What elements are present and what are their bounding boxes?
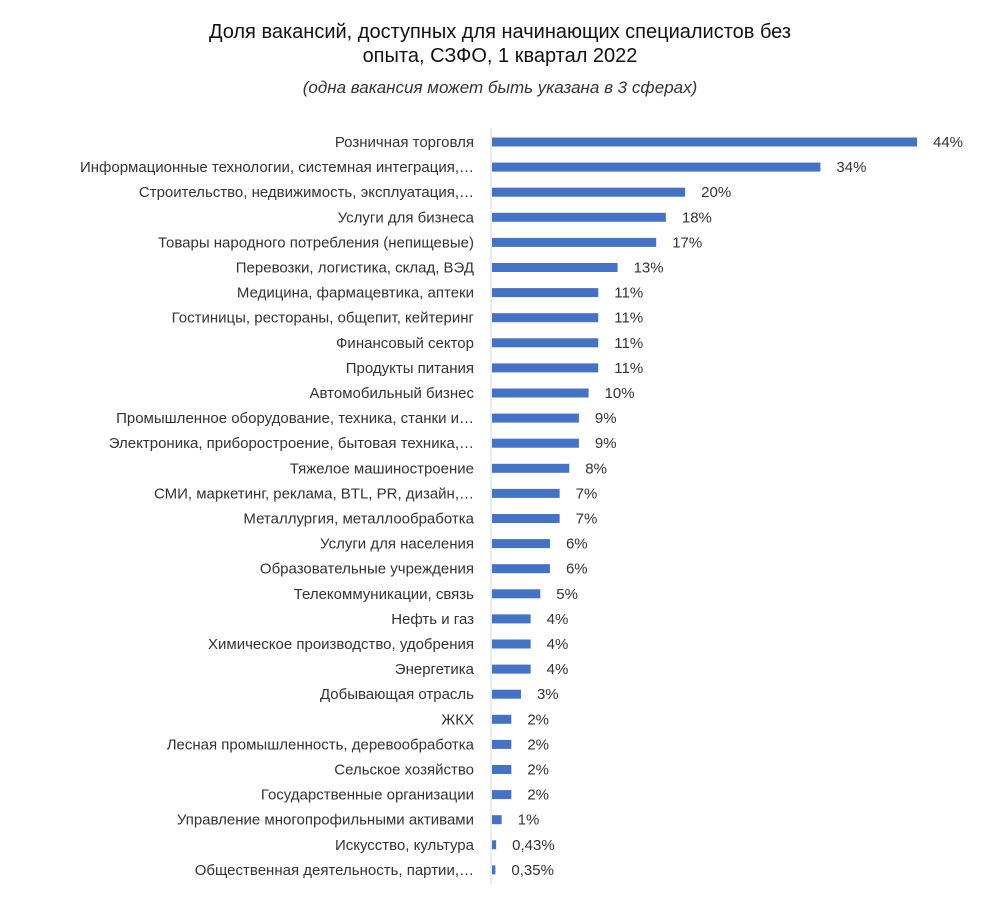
- category-label: Гостиницы, рестораны, общепит, кейтеринг: [172, 310, 475, 327]
- data-label: 6%: [566, 561, 588, 578]
- bar: [492, 765, 512, 774]
- category-label: СМИ, маркетинг, реклама, BTL, PR, дизайн…: [154, 485, 474, 502]
- data-label: 9%: [595, 410, 617, 427]
- bar: [492, 288, 599, 298]
- data-label: 7%: [576, 485, 598, 502]
- bar: [492, 463, 570, 473]
- category-label: Металлургия, металлообработка: [243, 511, 474, 528]
- category-label: Химическое производство, удобрения: [208, 636, 474, 653]
- data-label: 6%: [566, 536, 588, 553]
- bar: [492, 413, 579, 423]
- category-label: Розничная торговля: [335, 134, 474, 151]
- category-label: Услуги для бизнеса: [338, 209, 475, 226]
- chart-title-line-2: опыта, СЗФО, 1 квартал 2022: [362, 45, 638, 67]
- data-label: 2%: [527, 711, 549, 728]
- category-label: Управление многопрофильными активами: [177, 812, 474, 829]
- data-label: 18%: [682, 209, 712, 226]
- bar: [492, 614, 531, 624]
- data-label: 11%: [614, 335, 643, 352]
- bar: [492, 313, 599, 323]
- bar: [492, 388, 589, 398]
- bar: [492, 488, 560, 498]
- category-label: Автомобильный бизнес: [310, 385, 475, 402]
- bar: [492, 212, 666, 222]
- data-label: 0,43%: [512, 837, 555, 854]
- category-label: Медицина, фармацевтика, аптеки: [237, 285, 474, 302]
- category-label: Энергетика: [395, 661, 475, 678]
- data-label: 10%: [605, 385, 635, 402]
- category-label: Электроника, приборостроение, бытовая те…: [109, 435, 474, 452]
- category-label: Общественная деятельность, партии,…: [195, 862, 474, 879]
- data-label: 11%: [614, 310, 643, 327]
- bar: [492, 137, 917, 147]
- category-label: Товары народного потребления (непищевые): [158, 234, 474, 251]
- bar: [492, 714, 512, 724]
- bar: [492, 438, 579, 448]
- category-label: Телекоммуникации, связь: [294, 586, 475, 603]
- bar: [492, 338, 599, 348]
- data-label: 4%: [547, 611, 569, 628]
- category-label: ЖКХ: [441, 711, 474, 728]
- category-label: Лесная промышленность, деревообработка: [167, 736, 475, 753]
- data-label: 1%: [518, 812, 540, 829]
- bar: [492, 790, 512, 800]
- data-label: 8%: [585, 460, 607, 477]
- bar: [492, 162, 821, 172]
- category-label: Образовательные учреждения: [260, 561, 474, 578]
- bar: [492, 589, 541, 599]
- category-label: Информационные технологии, системная инт…: [80, 159, 474, 176]
- bar: [492, 739, 512, 749]
- bar: [492, 639, 531, 649]
- chart-title: Доля вакансий, доступных для начинающих …: [0, 20, 1000, 68]
- data-label: 11%: [614, 285, 643, 302]
- data-label: 0,35%: [511, 862, 554, 879]
- bar: [492, 539, 550, 549]
- bar: [492, 664, 531, 674]
- data-label: 2%: [527, 736, 549, 753]
- data-label: 3%: [537, 686, 559, 703]
- category-label: Услуги для населения: [320, 536, 474, 553]
- data-label: 9%: [595, 435, 617, 452]
- bar: [492, 564, 550, 574]
- bar: [492, 187, 686, 197]
- data-label: 34%: [836, 159, 866, 176]
- category-label: Промышленное оборудование, техника, стан…: [116, 410, 474, 427]
- category-label: Тяжелое машиностроение: [290, 460, 474, 477]
- category-label: Перевозки, логистика, склад, ВЭД: [236, 260, 474, 277]
- data-label: 20%: [701, 184, 731, 201]
- bar: [492, 237, 657, 247]
- bar: [492, 263, 618, 272]
- data-label: 2%: [527, 787, 549, 804]
- data-label: 2%: [527, 762, 549, 779]
- bar: [492, 514, 560, 523]
- bar: [492, 815, 502, 825]
- category-label: Финансовый сектор: [336, 335, 474, 352]
- category-label: Сельское хозяйство: [334, 762, 474, 779]
- data-label: 4%: [547, 636, 569, 653]
- bar: [492, 363, 599, 373]
- category-label: Искусство, культура: [335, 837, 475, 854]
- category-label: Продукты питания: [346, 360, 474, 377]
- bar: [492, 689, 521, 699]
- chart-title-line-1: Доля вакансий, доступных для начинающих …: [208, 21, 792, 43]
- category-label: Государственные организации: [261, 787, 474, 804]
- data-label: 5%: [556, 586, 578, 603]
- category-label: Добывающая отрасль: [320, 686, 474, 703]
- data-label: 44%: [933, 134, 963, 151]
- data-label: 13%: [634, 260, 664, 277]
- bar: [492, 865, 496, 875]
- category-label: Строительство, недвижимость, эксплуатаци…: [139, 184, 474, 201]
- data-label: 7%: [576, 511, 598, 528]
- data-label: 4%: [547, 661, 569, 678]
- data-label: 11%: [614, 360, 643, 377]
- data-label: 17%: [672, 234, 702, 251]
- bar: [492, 840, 497, 850]
- chart-subtitle: (одна вакансия может быть указана в 3 сф…: [302, 78, 698, 97]
- category-label: Нефть и газ: [391, 611, 474, 628]
